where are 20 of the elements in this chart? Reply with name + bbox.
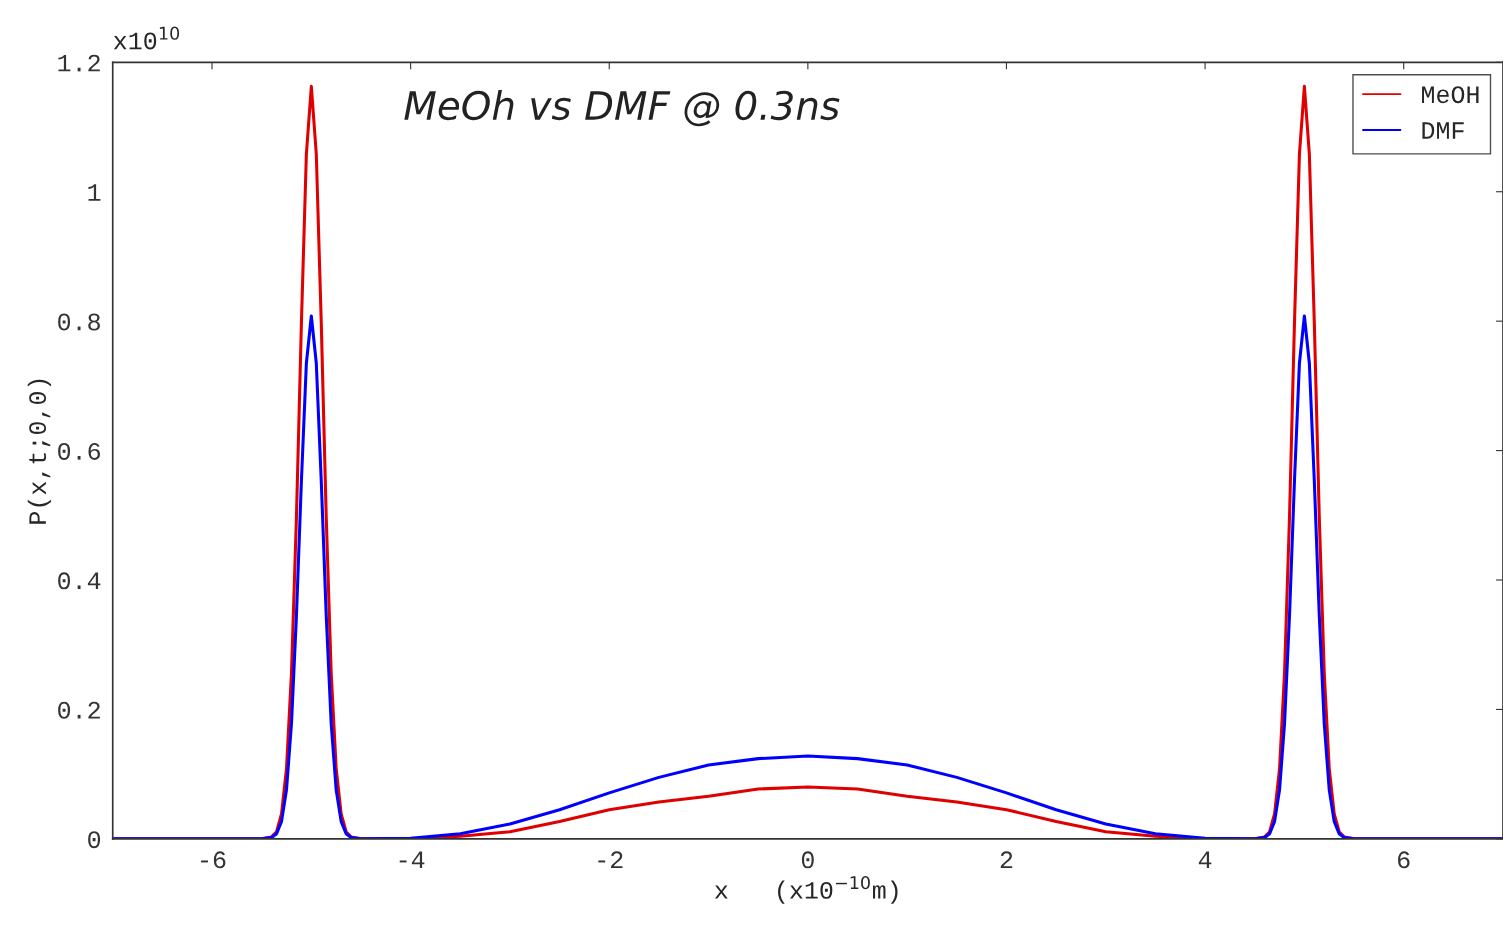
legend-label: DMF — [1422, 122, 1464, 139]
text: x10$^{10}$ — [113, 26, 180, 50]
y-tick-label: 0.6 — [58, 442, 100, 460]
y-tick-label: 0.2 — [58, 701, 100, 719]
x-tick-label: 0 — [801, 851, 814, 869]
y-tick-label: 1.2 — [58, 54, 100, 72]
y-tick-label: 0 — [88, 831, 101, 849]
y-tick-label: 0.8 — [58, 313, 100, 331]
x-axis-title: x (x10$^{−10}$m) — [715, 876, 898, 904]
x-tick-label: -4 — [399, 851, 425, 869]
y-tick-label: 0.4 — [58, 572, 101, 590]
x-tick-label: 4 — [1198, 851, 1212, 869]
y-axis-title: P(x,t;0,0) — [27, 379, 52, 524]
x-tick-label: 6 — [1398, 851, 1410, 869]
y-tick-label: 1 — [88, 184, 101, 201]
legend-label: MeOH — [1422, 86, 1479, 104]
x-tick-label: -6 — [201, 851, 226, 869]
x-tick-label: 2 — [1000, 851, 1013, 869]
text: MeOh vs DMF @ 0.3ns — [404, 90, 840, 127]
x-tick-label: -2 — [598, 851, 623, 869]
